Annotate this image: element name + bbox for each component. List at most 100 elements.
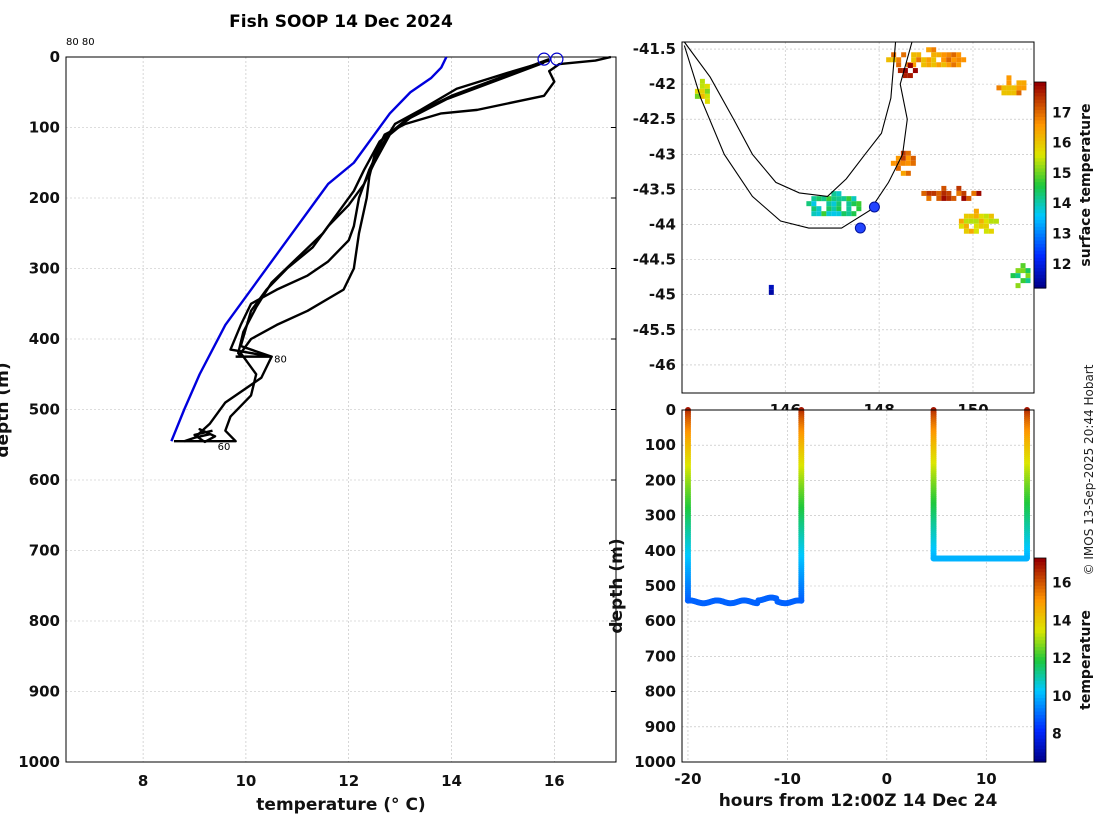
colorbar-cell: [1034, 130, 1046, 135]
colorbar-cell: [1034, 711, 1046, 715]
sst-pixel: [941, 62, 947, 68]
track-point: [854, 222, 866, 234]
sst-pixel: [963, 213, 969, 219]
colorbar-cell: [1034, 284, 1046, 289]
colorbar-cell: [1034, 154, 1046, 159]
cast-point: [798, 597, 805, 604]
colorbar-cell: [1034, 578, 1046, 583]
sst-pixel: [831, 211, 837, 217]
map-y-tick-label: -45.5: [633, 321, 676, 339]
ts-y-tick-label: 800: [645, 683, 676, 701]
sst-pixel: [841, 196, 847, 202]
sst-pixel: [978, 218, 984, 224]
colorbar-cell: [1034, 758, 1046, 763]
colorbar-cell: [1034, 697, 1046, 702]
map-y-tick-label: -44.5: [633, 251, 676, 269]
sst-pixel: [831, 196, 837, 202]
sst-pixel: [921, 62, 927, 68]
profile-line: [236, 61, 545, 358]
colorbar-cell: [1034, 653, 1046, 658]
colorbar-cell: [1034, 116, 1046, 121]
colorbar-cell: [1034, 133, 1046, 138]
colorbar-tick-label: 16: [1052, 576, 1071, 592]
colorbar-cell: [1034, 626, 1046, 630]
depth-time-chart: -20 -10 0 100100200300400500600700800900100…: [607, 401, 1094, 811]
colorbar-cell: [1034, 219, 1046, 224]
sst-pixel: [851, 211, 857, 217]
credit-text: © IMOS 13-Sep-2025 20:44 Hobart: [1082, 364, 1096, 575]
colorbar-cell: [1034, 106, 1046, 111]
colorbar-cell: [1034, 605, 1046, 610]
sst-pixel: [973, 213, 979, 219]
sst-pixel: [936, 190, 942, 196]
x-tick-label: 14: [441, 772, 462, 790]
sst-pixel: [851, 196, 857, 202]
reference-profile-line: [170, 56, 448, 442]
sst-pixel: [897, 68, 903, 74]
colorbar-cell: [1034, 99, 1046, 104]
sst-pixel: [806, 201, 812, 207]
colorbar-cell: [1034, 191, 1046, 196]
colorbar-cell: [1034, 568, 1046, 573]
sst-pixel: [983, 228, 989, 234]
colorbar-cell: [1034, 246, 1046, 251]
start-marker: [537, 52, 551, 66]
sst-pixel: [890, 160, 896, 166]
sst-pixel: [1015, 268, 1021, 274]
sst-pixel: [1015, 283, 1021, 289]
colorbar-cell: [1034, 195, 1046, 200]
colorbar-cell: [1034, 714, 1046, 719]
colorbar-cell: [1034, 257, 1046, 262]
sst-pixel: [971, 190, 977, 196]
ts-x-tick-label: -10: [774, 770, 801, 788]
sst-pixel: [1001, 90, 1007, 96]
sst-pixel: [931, 57, 937, 63]
sst-pixel: [826, 211, 832, 217]
sst-pixel: [931, 62, 937, 68]
ts-y-tick-label: 1000: [634, 753, 676, 771]
sst-pixel: [958, 223, 964, 229]
colorbar-cell: [1034, 222, 1046, 227]
sst-pixel: [910, 160, 916, 166]
sst-pixel: [963, 218, 969, 224]
sst-pixel: [983, 223, 989, 229]
sst-pixel: [911, 62, 917, 68]
colorbar-tick-label: 14: [1052, 613, 1072, 629]
colorbar-cell: [1034, 202, 1046, 207]
sst-pixel: [1006, 85, 1012, 91]
colorbar-cell: [1034, 734, 1046, 739]
colorbar-cell: [1034, 755, 1046, 760]
colorbar-cell: [1034, 745, 1046, 749]
colorbar-tick-label: 15: [1052, 166, 1071, 182]
colorbar-cell: [1034, 277, 1046, 282]
colorbar-cell: [1034, 229, 1046, 234]
sst-pixel: [900, 170, 906, 176]
sst-pixel: [811, 211, 817, 217]
sst-pixel: [956, 57, 962, 63]
colorbar-cell: [1034, 564, 1046, 569]
sst-pixel: [956, 185, 962, 191]
map-y-tick-label: -43.5: [633, 180, 676, 198]
sst-pixel: [941, 52, 947, 58]
colorbar-cell: [1034, 123, 1046, 128]
track-point: [868, 201, 880, 213]
colorbar-cell: [1034, 694, 1046, 698]
sst-pixel: [846, 206, 852, 212]
sst-pixel: [836, 201, 842, 207]
colorbar-cell: [1034, 88, 1046, 93]
colorbar-cell: [1034, 112, 1046, 117]
sst-pixel: [926, 57, 932, 63]
sst-pixel: [699, 78, 705, 84]
sst-pixel: [1016, 90, 1022, 96]
colorbar-cell: [1034, 595, 1046, 600]
sst-pixel: [902, 68, 908, 74]
map-y-tick-label: -43: [649, 145, 676, 163]
colorbar-cell: [1034, 185, 1046, 190]
sst-pixel: [976, 190, 982, 196]
y-tick-label: 800: [29, 612, 60, 630]
colorbar-cell: [1034, 253, 1046, 258]
ts-x-tick-label: 10: [976, 770, 997, 788]
ts-y-axis-label: depth (m): [607, 538, 627, 633]
colorbar-cell: [1034, 171, 1046, 176]
colorbar-cell: [1034, 615, 1046, 620]
